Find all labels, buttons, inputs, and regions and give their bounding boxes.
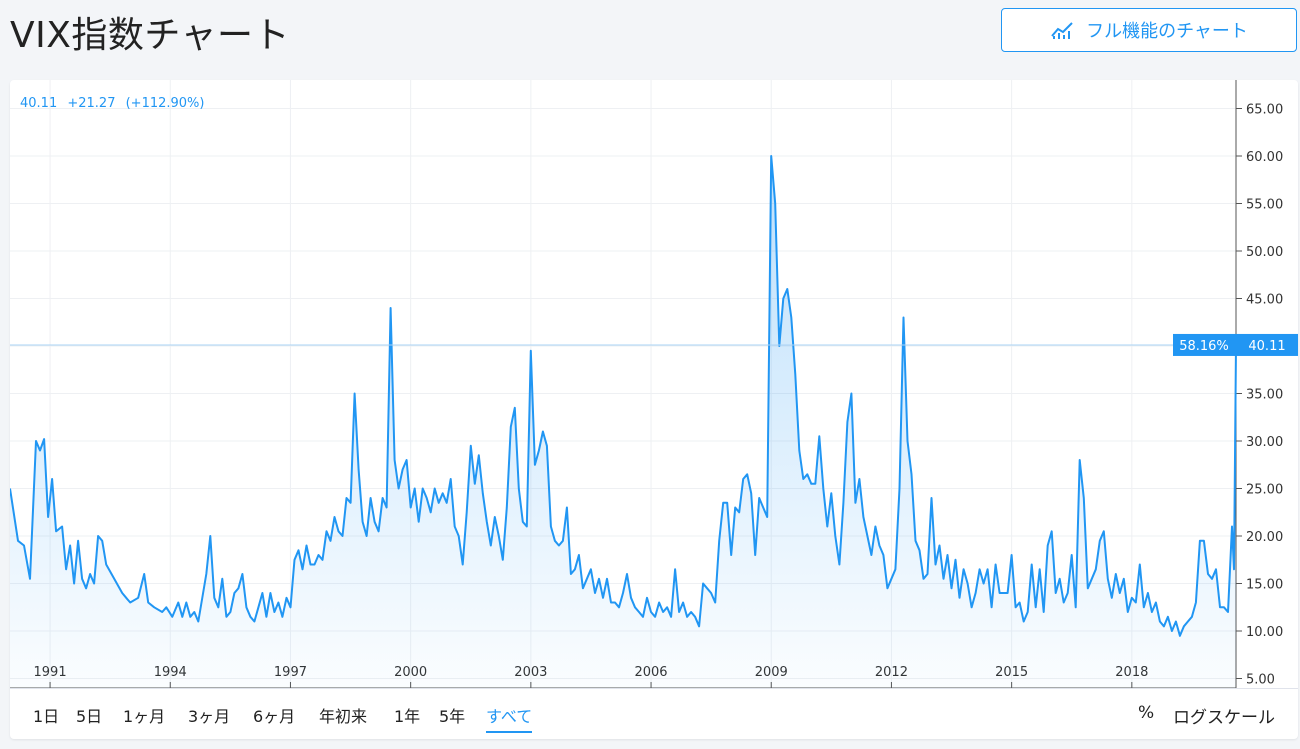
range-5y-button[interactable]: 5年 bbox=[439, 707, 466, 726]
range-ytd-button[interactable]: 年初来 bbox=[319, 707, 368, 726]
y-tick-label: 5.00 bbox=[1246, 673, 1275, 688]
y-tick-label: 65.00 bbox=[1246, 103, 1283, 118]
y-tick-label: 25.00 bbox=[1246, 483, 1283, 498]
line-chart-icon bbox=[1051, 22, 1073, 39]
legend-change-pct: (+112.90%) bbox=[125, 96, 205, 111]
range-bar: 1日 5日 1ヶ月 3ヶ月 6ヶ月 年初来 1年 5年 すべて % ログスケール bbox=[10, 688, 1298, 740]
y-tick-label: 20.00 bbox=[1246, 530, 1283, 545]
page-title: VIX指数チャート bbox=[10, 15, 291, 56]
y-tick-label: 15.00 bbox=[1246, 578, 1283, 593]
legend-last: 40.11 bbox=[20, 96, 58, 111]
range-6m-button[interactable]: 6ヶ月 bbox=[253, 707, 296, 726]
full-chart-label: フル機能のチャート bbox=[1086, 21, 1248, 42]
range-1y-button[interactable]: 1年 bbox=[394, 707, 421, 726]
log-scale-toggle[interactable]: ログスケール bbox=[1173, 708, 1275, 728]
vix-chart[interactable]: 1991199419972000200320062009201220152018… bbox=[10, 80, 1298, 688]
value-tag-bg bbox=[1236, 333, 1298, 356]
y-tick-label: 35.00 bbox=[1246, 388, 1283, 403]
series-area bbox=[10, 156, 1236, 688]
y-tick-label: 45.00 bbox=[1246, 293, 1283, 308]
percent-tag: 58.16% bbox=[1179, 339, 1229, 354]
full-chart-button[interactable]: フル機能のチャート bbox=[1001, 8, 1297, 52]
range-1m-button[interactable]: 1ヶ月 bbox=[123, 707, 166, 726]
chart-legend: 40.11 +21.27 (+112.90%) bbox=[20, 96, 211, 111]
y-tick-label: 50.00 bbox=[1246, 245, 1283, 260]
range-3m-button[interactable]: 3ヶ月 bbox=[188, 707, 231, 726]
range-1d-button[interactable]: 1日 bbox=[33, 707, 60, 726]
percent-tag-bg bbox=[1173, 333, 1236, 356]
range-5d-button[interactable]: 5日 bbox=[76, 707, 103, 726]
legend-change: +21.27 bbox=[67, 96, 116, 111]
y-tick-label: 60.00 bbox=[1246, 150, 1283, 165]
y-tick-label: 55.00 bbox=[1246, 198, 1283, 213]
value-tag: 40.11 bbox=[1248, 339, 1285, 354]
y-tick-label: 30.00 bbox=[1246, 435, 1283, 450]
percent-toggle[interactable]: % bbox=[1138, 703, 1155, 723]
range-all-button[interactable]: すべて bbox=[486, 703, 533, 733]
series-line bbox=[10, 155, 1237, 637]
chart-card: 1991199419972000200320062009201220152018… bbox=[10, 80, 1298, 739]
y-tick-label: 10.00 bbox=[1246, 625, 1283, 640]
